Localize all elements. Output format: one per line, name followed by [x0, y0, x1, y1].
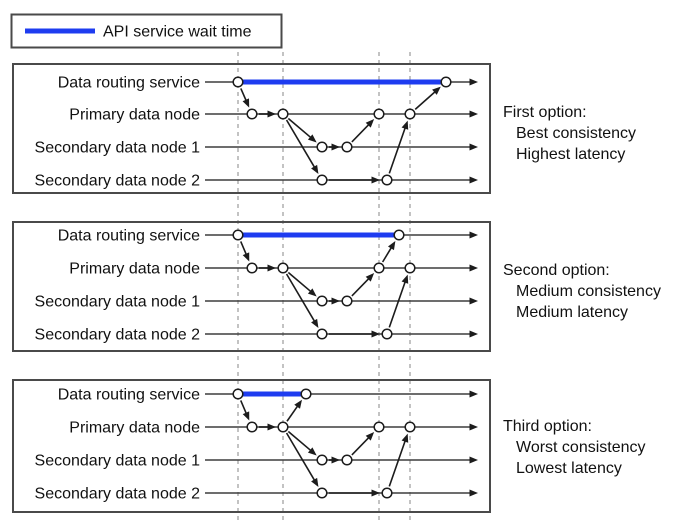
message-arrow: [388, 274, 409, 328]
message-arrow: [287, 430, 317, 456]
panel-annotation-title: Second option:: [503, 262, 610, 279]
message-arrow: [285, 273, 319, 328]
event-marker: [381, 487, 393, 499]
event-marker: [316, 328, 328, 340]
time-guide-lines: [237, 52, 411, 524]
panel-annotation-line: Best consistency: [516, 125, 636, 142]
event-marker: [316, 295, 328, 307]
event-marker: [246, 108, 258, 120]
event-marker: [381, 174, 393, 186]
panel-3: Data routing service Primary data node Sec…: [12, 379, 491, 513]
timeline-panels: Data routing service Primary data node Sec…: [12, 63, 491, 513]
event-marker: [277, 421, 289, 433]
message-arrow: [351, 119, 375, 143]
panel-2: Data routing service Primary data node Sec…: [12, 221, 491, 352]
event-marker: [232, 229, 244, 241]
message-arrow: [388, 120, 409, 174]
message-arrow: [286, 399, 302, 422]
row-label: Data routing service: [58, 387, 200, 404]
panel-3-box: [12, 379, 491, 513]
legend-box: [10, 13, 283, 49]
message-arrow: [239, 241, 250, 262]
row-label: Secondary data node 1: [35, 453, 201, 470]
event-marker: [341, 141, 353, 153]
row-label: Data routing service: [58, 75, 200, 92]
legend-label: API service wait time: [103, 24, 252, 41]
row-label: Primary data node: [69, 261, 200, 278]
event-marker: [381, 328, 393, 340]
message-arrow: [414, 86, 441, 110]
row-label: Primary data node: [69, 420, 200, 437]
row-label: Primary data node: [69, 107, 200, 124]
message-arrow: [287, 117, 317, 143]
event-marker: [246, 421, 258, 433]
message-arrow: [351, 273, 375, 297]
panel-1-annotation: First option: Best consistency Highest l…: [503, 104, 636, 163]
event-marker: [341, 295, 353, 307]
event-marker: [300, 388, 312, 400]
row-label: Secondary data node 2: [35, 327, 201, 344]
panel-annotation-line: Highest latency: [516, 146, 625, 163]
message-arrow: [351, 432, 375, 456]
panel-annotation-title: Third option:: [503, 418, 592, 435]
event-marker: [277, 108, 289, 120]
row-label: Secondary data node 2: [35, 486, 201, 503]
panel-1: Data routing service Primary data node Sec…: [12, 63, 491, 194]
event-marker: [277, 262, 289, 274]
event-marker: [404, 421, 416, 433]
event-marker: [246, 262, 258, 274]
panel-2-box: [12, 221, 491, 352]
panel-2-annotation: Second option: Medium consistency Medium…: [503, 262, 661, 321]
event-marker: [440, 76, 452, 88]
message-arrow: [285, 432, 319, 487]
message-arrow: [240, 88, 250, 108]
message-arrow: [381, 240, 396, 263]
event-marker: [316, 141, 328, 153]
event-marker: [316, 454, 328, 466]
event-marker: [373, 108, 385, 120]
panel-annotation-line: Medium consistency: [516, 283, 661, 300]
row-label: Data routing service: [58, 228, 200, 245]
row-label: Secondary data node 1: [35, 140, 201, 157]
message-arrow: [287, 271, 317, 297]
message-arrow: [285, 119, 319, 174]
panel-annotation-line: Medium latency: [516, 304, 628, 321]
row-label: Secondary data node 2: [35, 173, 201, 190]
row-label: Secondary data node 1: [35, 294, 201, 311]
event-marker: [232, 76, 244, 88]
panel-annotation-title: First option:: [503, 104, 587, 121]
event-marker: [404, 108, 416, 120]
event-marker: [404, 262, 416, 274]
panel-1-box: [12, 63, 491, 194]
legend: API service wait time: [10, 13, 283, 49]
event-marker: [316, 174, 328, 186]
event-marker: [373, 262, 385, 274]
event-marker: [316, 487, 328, 499]
message-arrow: [239, 400, 250, 421]
panel-3-annotation: Third option: Worst consistency Lowest l…: [503, 418, 646, 477]
event-marker: [232, 388, 244, 400]
event-marker: [373, 421, 385, 433]
message-arrow: [388, 433, 409, 487]
event-marker: [393, 229, 405, 241]
panel-annotation-line: Lowest latency: [516, 460, 622, 477]
panel-annotation-line: Worst consistency: [516, 439, 646, 456]
event-marker: [341, 454, 353, 466]
